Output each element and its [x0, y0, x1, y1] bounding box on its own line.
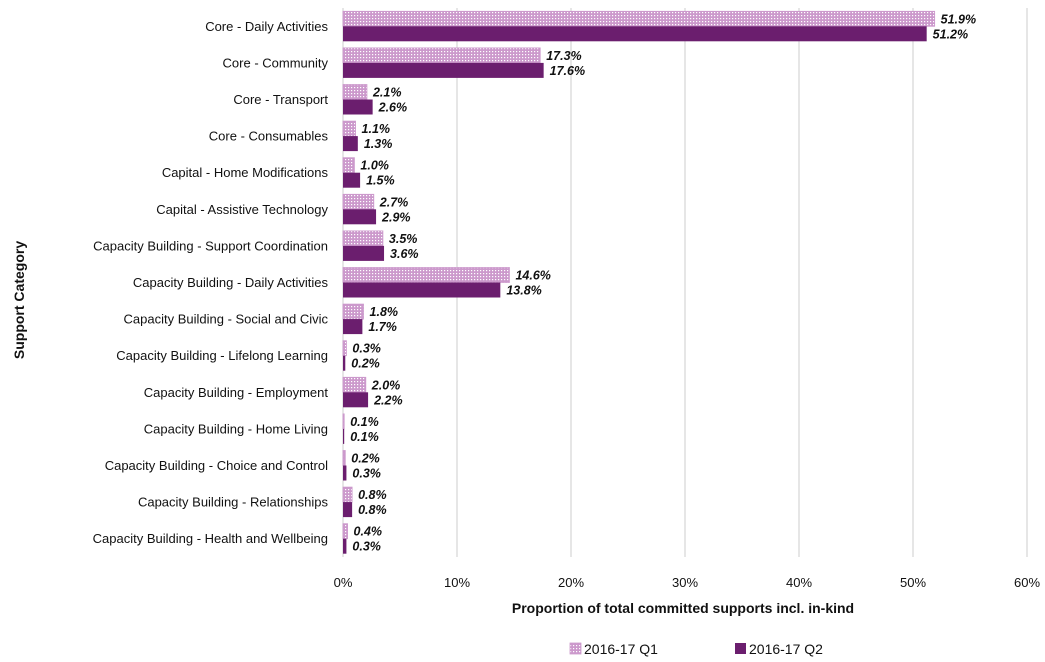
- legend-swatch-q1: [569, 642, 582, 655]
- data-label-q2: 1.5%: [366, 174, 395, 188]
- bar-q1: [342, 413, 345, 430]
- data-label-q1: 2.7%: [379, 195, 409, 209]
- bar-q2: [343, 209, 377, 225]
- legend-swatch-q2: [735, 643, 746, 654]
- data-label-q1: 2.1%: [372, 86, 402, 100]
- legend-item-q1: 2016-17 Q1: [569, 641, 658, 657]
- bar-q1: [342, 120, 356, 137]
- data-label-q2: 1.3%: [364, 137, 393, 151]
- bar-q2: [343, 355, 346, 371]
- data-label-q1: 17.3%: [546, 49, 581, 63]
- category-label: Core - Consumables: [209, 129, 329, 144]
- x-tick-label: 30%: [672, 575, 698, 590]
- data-label-q2: 1.7%: [368, 320, 397, 334]
- bar-q1: [342, 267, 510, 283]
- data-labels: 51.9%51.2% 17.3%17.6% 2.1%2.6% 1.1%1.3% 1.0%…: [350, 12, 976, 553]
- x-axis-title: Proportion of total committed supports i…: [512, 600, 854, 616]
- data-label-q2: 0.8%: [358, 503, 387, 517]
- bar-q2: [343, 392, 369, 408]
- x-tick-label: 10%: [444, 575, 470, 590]
- data-label-q2: 17.6%: [550, 64, 585, 78]
- legend: 2016-17 Q1 2016-17 Q2: [569, 641, 823, 657]
- category-label: Core - Community: [223, 55, 329, 70]
- bar-q2: [343, 465, 347, 481]
- data-label-q1: 0.3%: [352, 342, 381, 356]
- x-tick-label: 20%: [558, 575, 584, 590]
- category-labels: Core - Daily Activities Core - Community C…: [93, 19, 329, 546]
- bar-q2: [343, 136, 358, 152]
- bar-q1: [342, 303, 364, 320]
- category-label: Core - Daily Activities: [205, 19, 328, 34]
- data-label-q1: 51.9%: [941, 12, 976, 26]
- data-label-q2: 0.1%: [350, 430, 379, 444]
- x-tick-label: 50%: [900, 575, 926, 590]
- bar-q2: [343, 245, 385, 261]
- data-label-q2: 0.2%: [351, 357, 380, 371]
- bar-q1: [342, 193, 375, 210]
- data-label-q1: 0.2%: [351, 452, 380, 466]
- bar-q2: [343, 62, 544, 78]
- data-label-q2: 2.6%: [378, 101, 408, 115]
- legend-label-q1: 2016-17 Q1: [584, 641, 658, 657]
- bar-q2: [343, 282, 501, 298]
- bar-q1: [342, 84, 368, 100]
- x-tick-label: 40%: [786, 575, 812, 590]
- bar-q2: [343, 26, 927, 42]
- category-label: Capacity Building - Support Coordination: [93, 238, 328, 253]
- x-tick-label: 0%: [334, 575, 353, 590]
- bar-q2: [343, 172, 361, 188]
- data-label-q1: 0.8%: [358, 488, 387, 502]
- category-label: Capacity Building - Choice and Control: [105, 458, 328, 473]
- data-label-q1: 3.5%: [389, 232, 418, 246]
- bar-q1: [342, 47, 541, 64]
- bar-q2: [343, 538, 347, 554]
- x-tick-label: 60%: [1014, 575, 1040, 590]
- bar-q1: [342, 10, 936, 27]
- bar-q2: [343, 319, 363, 335]
- bar-q2: [343, 99, 373, 115]
- legend-item-q2: 2016-17 Q2: [735, 641, 823, 657]
- data-label-q2: 3.6%: [390, 247, 419, 261]
- category-label: Capacity Building - Home Living: [144, 421, 328, 436]
- data-label-q2: 13.8%: [506, 284, 541, 298]
- y-axis-title: Support Category: [11, 241, 27, 359]
- category-label: Capacity Building - Relationships: [138, 495, 329, 510]
- category-label: Capacity Building - Daily Activities: [133, 275, 329, 290]
- data-label-q1: 2.0%: [371, 378, 401, 392]
- data-label-q2: 0.3%: [352, 467, 381, 481]
- gridlines: [342, 8, 1028, 557]
- category-label: Capacity Building - Employment: [144, 385, 329, 400]
- data-label-q2: 0.3%: [352, 540, 381, 554]
- data-label-q1: 1.1%: [362, 122, 391, 136]
- bar-q1: [342, 340, 347, 357]
- data-label-q1: 0.4%: [354, 525, 383, 539]
- bar-q1: [342, 450, 346, 466]
- data-label-q1: 1.8%: [370, 305, 399, 319]
- category-label: Capacity Building - Social and Civic: [124, 312, 329, 327]
- bar-q1: [342, 376, 367, 393]
- bar-q1: [342, 486, 353, 503]
- category-label: Capital - Assistive Technology: [156, 202, 328, 217]
- data-label-q2: 51.2%: [933, 27, 968, 41]
- category-label: Capital - Home Modifications: [162, 165, 329, 180]
- legend-label-q2: 2016-17 Q2: [749, 641, 823, 657]
- category-label: Capacity Building - Health and Wellbeing: [93, 531, 328, 546]
- bar-q2: [343, 502, 353, 518]
- bar-q1: [342, 523, 348, 540]
- data-label-q2: 2.2%: [373, 393, 403, 407]
- bar-q1: [342, 230, 384, 247]
- category-label: Core - Transport: [233, 92, 328, 107]
- x-tick-labels: 0% 10% 20% 30% 40% 50% 60%: [334, 575, 1041, 590]
- bar-q1: [342, 157, 355, 174]
- data-label-q1: 0.1%: [350, 415, 379, 429]
- bars: [342, 10, 936, 554]
- data-label-q1: 1.0%: [360, 159, 389, 173]
- data-label-q2: 2.9%: [381, 210, 411, 224]
- category-label: Capacity Building - Lifelong Learning: [116, 348, 328, 363]
- bar-q2: [343, 428, 345, 444]
- data-label-q1: 14.6%: [515, 269, 550, 283]
